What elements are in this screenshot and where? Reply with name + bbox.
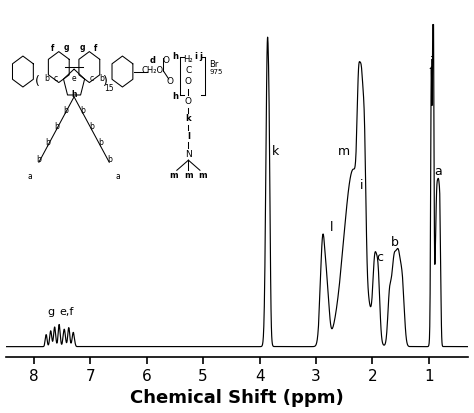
Text: i: i bbox=[359, 179, 363, 192]
X-axis label: Chemical Shift (ppm): Chemical Shift (ppm) bbox=[130, 389, 344, 408]
Text: k: k bbox=[272, 145, 279, 158]
Text: a: a bbox=[435, 165, 442, 178]
Text: b: b bbox=[391, 236, 399, 249]
Text: j: j bbox=[429, 56, 433, 69]
Text: m: m bbox=[338, 145, 350, 158]
Text: g: g bbox=[47, 308, 55, 318]
Text: l: l bbox=[330, 221, 334, 234]
Text: c: c bbox=[376, 251, 383, 263]
Text: e,f: e,f bbox=[59, 308, 74, 318]
